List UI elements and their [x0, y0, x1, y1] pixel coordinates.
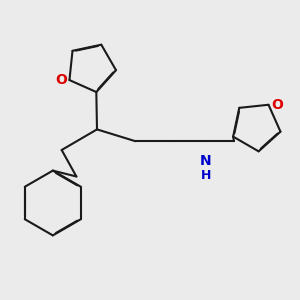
Text: H: H — [201, 169, 211, 182]
Text: O: O — [271, 98, 283, 112]
Text: N: N — [200, 154, 212, 168]
Text: O: O — [55, 73, 67, 87]
